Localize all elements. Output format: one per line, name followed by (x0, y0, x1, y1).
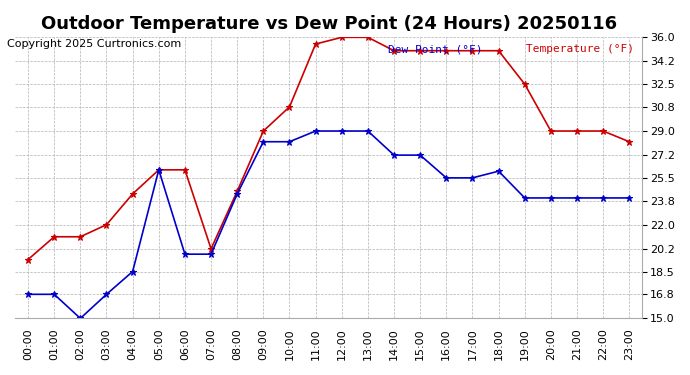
Title: Outdoor Temperature vs Dew Point (24 Hours) 20250116: Outdoor Temperature vs Dew Point (24 Hou… (41, 15, 617, 33)
Text: Temperature (°F): Temperature (°F) (526, 44, 634, 54)
Text: Dew Point (°F): Dew Point (°F) (388, 44, 483, 54)
Text: Copyright 2025 Curtronics.com: Copyright 2025 Curtronics.com (7, 39, 181, 50)
